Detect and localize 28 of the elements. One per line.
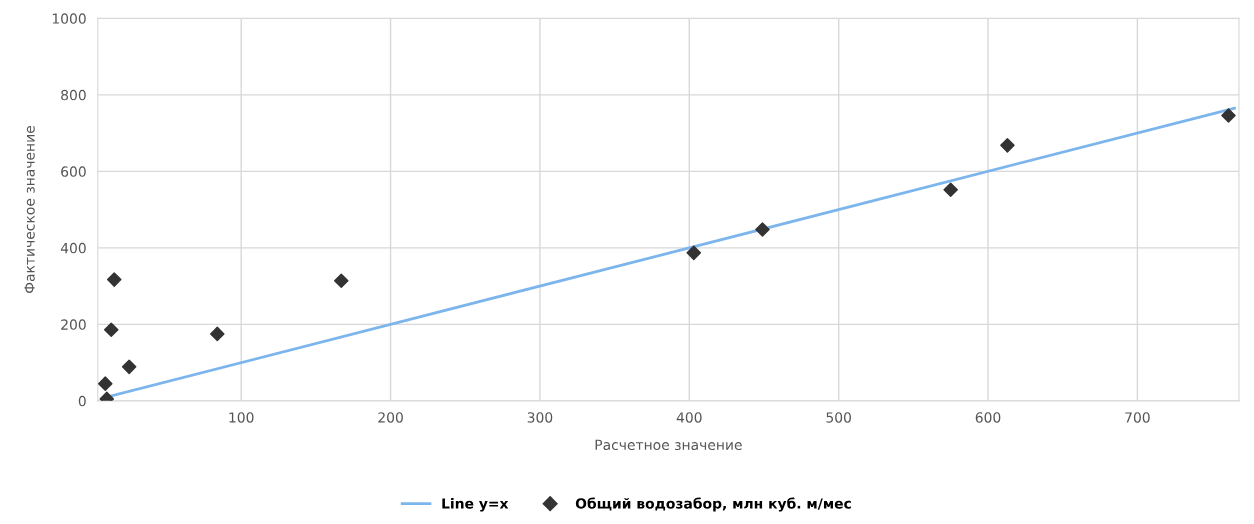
legend-label: Общий водозабор, млн куб. м/мес	[575, 497, 851, 512]
point	[210, 326, 225, 342]
point	[97, 376, 113, 391]
point	[103, 322, 119, 337]
point	[121, 359, 137, 375]
point	[1000, 138, 1015, 153]
x-tick-label: 300	[527, 412, 553, 423]
x-axis-title: Расчетное значение	[595, 439, 742, 451]
y-axis-title: Фактическое значение	[24, 126, 35, 294]
point	[1221, 108, 1236, 123]
legend-label: Line y=x	[442, 497, 509, 512]
point	[943, 182, 958, 197]
x-tick-label: 600	[975, 412, 1001, 423]
x-tick-label: 700	[1125, 412, 1150, 423]
point	[333, 273, 349, 289]
y-tick-label: 0	[78, 395, 86, 407]
point	[755, 222, 770, 237]
x-tick-label: 500	[826, 412, 851, 423]
x-tick-label: 400	[676, 412, 702, 423]
point	[106, 272, 122, 287]
y-tick-label: 800	[61, 89, 86, 101]
point	[686, 245, 702, 261]
y-tick-label: 600	[61, 166, 86, 177]
y-tick-label: 1000	[52, 13, 86, 24]
y-tick-label: 400	[60, 242, 86, 254]
y-tick-label: 200	[61, 319, 86, 330]
x-tick-label: 200	[378, 412, 403, 423]
x-tick-label: 100	[229, 412, 254, 423]
